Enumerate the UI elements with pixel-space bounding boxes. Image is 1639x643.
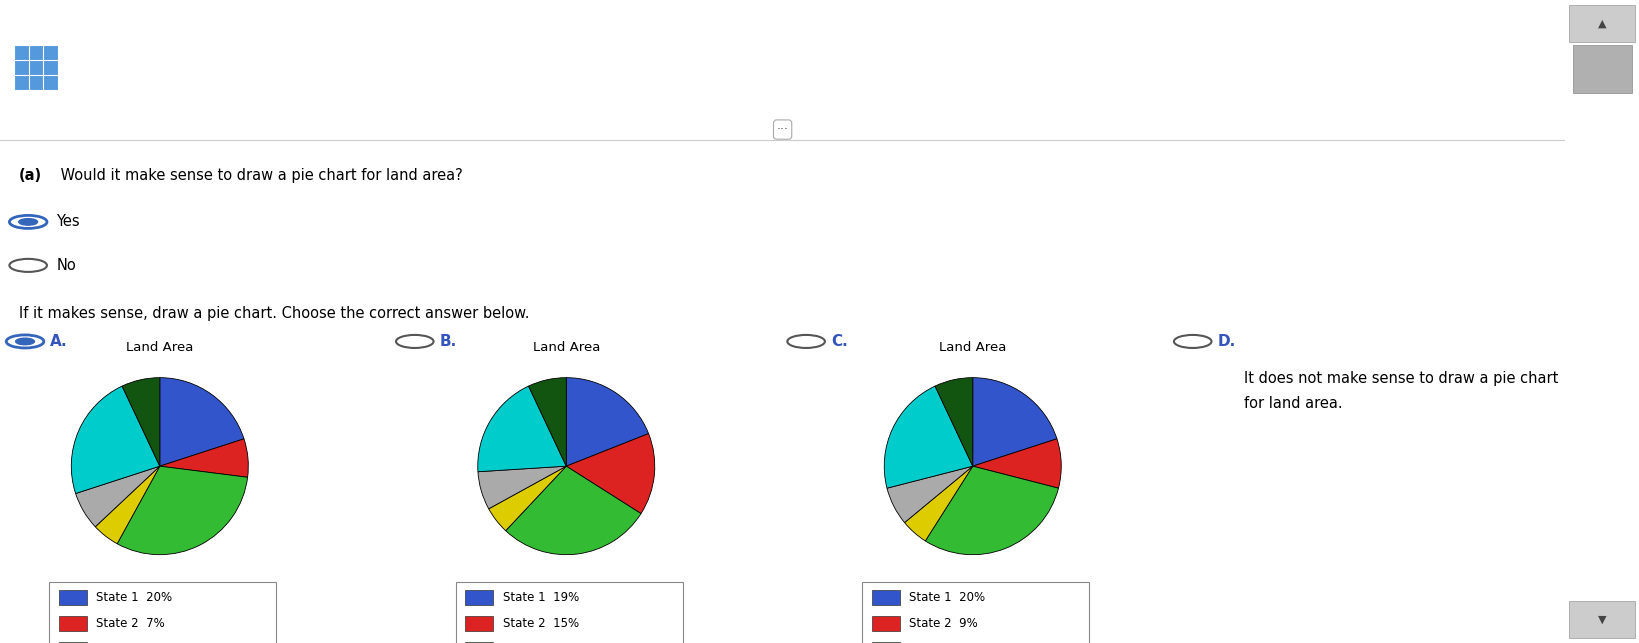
- Text: No: No: [56, 258, 75, 273]
- Wedge shape: [926, 466, 1059, 555]
- FancyBboxPatch shape: [59, 590, 87, 605]
- Text: B.: B.: [439, 334, 457, 349]
- FancyBboxPatch shape: [872, 616, 900, 631]
- Text: (a): (a): [18, 168, 43, 183]
- Text: State 2  7%: State 2 7%: [97, 617, 166, 630]
- Wedge shape: [479, 466, 567, 509]
- Title: Land Area: Land Area: [533, 341, 600, 354]
- Text: Would it make sense to draw a pie chart for land area?: Would it make sense to draw a pie chart …: [56, 168, 464, 183]
- Text: State 1  19%: State 1 19%: [503, 591, 579, 604]
- Text: State 1  20%: State 1 20%: [97, 591, 172, 604]
- Wedge shape: [479, 386, 567, 472]
- Wedge shape: [565, 377, 649, 466]
- Wedge shape: [506, 466, 641, 555]
- FancyBboxPatch shape: [1569, 5, 1636, 42]
- FancyBboxPatch shape: [465, 590, 493, 605]
- Wedge shape: [72, 386, 161, 494]
- Text: ···: ···: [777, 123, 788, 136]
- Text: ▲: ▲: [1598, 18, 1606, 28]
- Wedge shape: [567, 433, 654, 514]
- Text: C.: C.: [831, 334, 847, 349]
- Text: Click the icon to view the data table.: Click the icon to view the data table.: [72, 61, 328, 75]
- Title: Land Area: Land Area: [126, 341, 193, 354]
- Wedge shape: [885, 386, 974, 488]
- FancyBboxPatch shape: [59, 642, 87, 643]
- FancyBboxPatch shape: [456, 582, 682, 643]
- Wedge shape: [936, 377, 974, 466]
- Wedge shape: [75, 466, 161, 527]
- Wedge shape: [159, 377, 244, 466]
- Text: State 2  9%: State 2 9%: [910, 617, 978, 630]
- Text: D.: D.: [1218, 334, 1236, 349]
- Text: It does not make sense to draw a pie chart
for land area.: It does not make sense to draw a pie cha…: [1244, 371, 1559, 411]
- Title: Land Area: Land Area: [939, 341, 1006, 354]
- Text: State 1  20%: State 1 20%: [910, 591, 985, 604]
- FancyBboxPatch shape: [1569, 601, 1636, 638]
- FancyBboxPatch shape: [465, 642, 493, 643]
- Circle shape: [16, 338, 34, 345]
- Circle shape: [18, 219, 38, 225]
- Wedge shape: [488, 466, 567, 530]
- FancyBboxPatch shape: [872, 642, 900, 643]
- Wedge shape: [905, 466, 974, 541]
- FancyBboxPatch shape: [862, 582, 1088, 643]
- FancyBboxPatch shape: [1572, 45, 1631, 93]
- Wedge shape: [123, 377, 161, 466]
- Wedge shape: [972, 377, 1057, 466]
- Wedge shape: [161, 439, 249, 477]
- FancyBboxPatch shape: [465, 616, 493, 631]
- Wedge shape: [887, 466, 974, 523]
- Wedge shape: [95, 466, 161, 544]
- Text: If it makes sense, draw a pie chart. Choose the correct answer below.: If it makes sense, draw a pie chart. Cho…: [18, 306, 529, 321]
- Text: State 2  15%: State 2 15%: [503, 617, 579, 630]
- FancyBboxPatch shape: [15, 45, 57, 89]
- Wedge shape: [974, 439, 1060, 488]
- Wedge shape: [529, 377, 567, 466]
- Text: ▼: ▼: [1598, 615, 1606, 625]
- Wedge shape: [116, 466, 247, 555]
- FancyBboxPatch shape: [872, 590, 900, 605]
- FancyBboxPatch shape: [59, 616, 87, 631]
- FancyBboxPatch shape: [49, 582, 275, 643]
- Text: A.: A.: [51, 334, 67, 349]
- Text: (a) and (b).: (a) and (b).: [720, 18, 808, 32]
- Text: Yes: Yes: [56, 214, 80, 230]
- Text: The data in the accompanying table represent the land area and highest elevation: The data in the accompanying table repre…: [18, 18, 972, 32]
